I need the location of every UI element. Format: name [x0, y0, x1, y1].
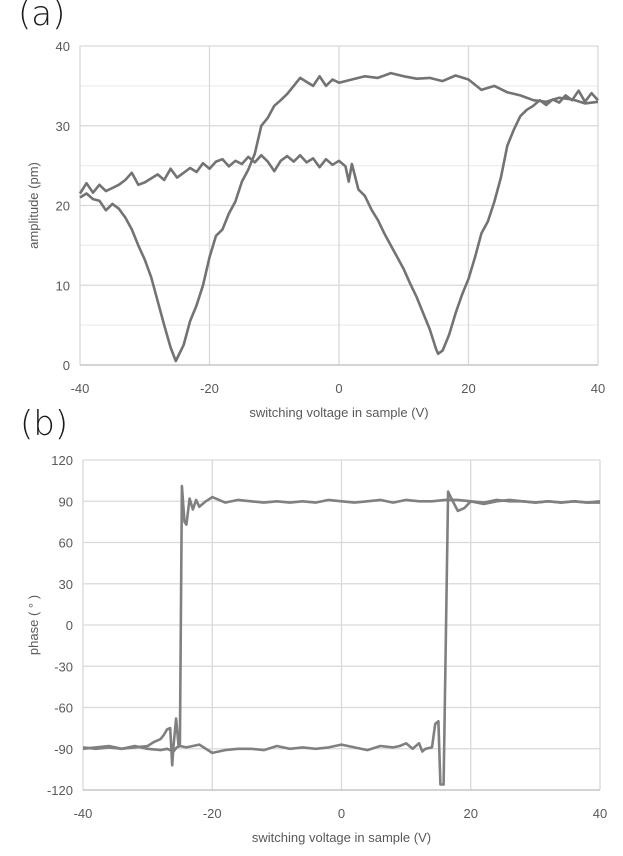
- y-tick-label: -90: [54, 742, 73, 757]
- y-tick-label: 90: [59, 494, 73, 509]
- panel-label-b: (b): [20, 404, 69, 444]
- x-tick-label: 0: [335, 381, 342, 396]
- y-tick-label: 30: [59, 577, 73, 592]
- x-tick-label: -40: [74, 806, 93, 821]
- panel-label-a: (a): [18, 0, 66, 34]
- series-line-1: [78, 89, 599, 356]
- series-line-1: [82, 490, 600, 786]
- plot-area: -120 -90 -60 -30 0 30 60 90 120 -40 -20 0 20 40 switch…: [26, 453, 607, 845]
- y-tick-label: 0: [66, 618, 73, 633]
- y-tick-label: 0: [63, 358, 70, 373]
- y-tick-label: 40: [56, 39, 70, 54]
- series-line-2: [82, 484, 601, 767]
- y-tick-label: 120: [51, 453, 73, 468]
- amplitude-chart: 0 10 20 30 40 -40 -20 0 20 40 switching voltage in…: [26, 39, 605, 420]
- y-tick-label: 60: [59, 536, 73, 551]
- y-axis-title: phase ( ° ): [26, 595, 41, 655]
- x-tick-label: 0: [338, 806, 345, 821]
- x-tick-label: 20: [464, 806, 478, 821]
- y-tick-label: -30: [54, 659, 73, 674]
- y-tick-label: 20: [56, 199, 70, 214]
- x-axis-title: switching voltage in sample (V): [249, 405, 428, 420]
- x-axis-title: switching voltage in sample (V): [252, 830, 431, 845]
- y-tick-label: -120: [47, 783, 73, 798]
- y-tick-label: -60: [54, 701, 73, 716]
- plot-area: 0 10 20 30 40 -40 -20 0 20 40 switching voltage in…: [26, 39, 605, 420]
- x-tick-label: 40: [593, 806, 607, 821]
- x-tick-label: -40: [71, 381, 90, 396]
- y-tick-label: 30: [56, 119, 70, 134]
- y-tick-label: 10: [56, 278, 70, 293]
- x-tick-label: 20: [461, 381, 475, 396]
- series-line-2: [79, 71, 599, 363]
- x-tick-label: -20: [203, 806, 222, 821]
- y-axis-title: amplitude (pm): [26, 162, 41, 249]
- x-tick-label: -20: [200, 381, 219, 396]
- x-tick-label: 40: [591, 381, 605, 396]
